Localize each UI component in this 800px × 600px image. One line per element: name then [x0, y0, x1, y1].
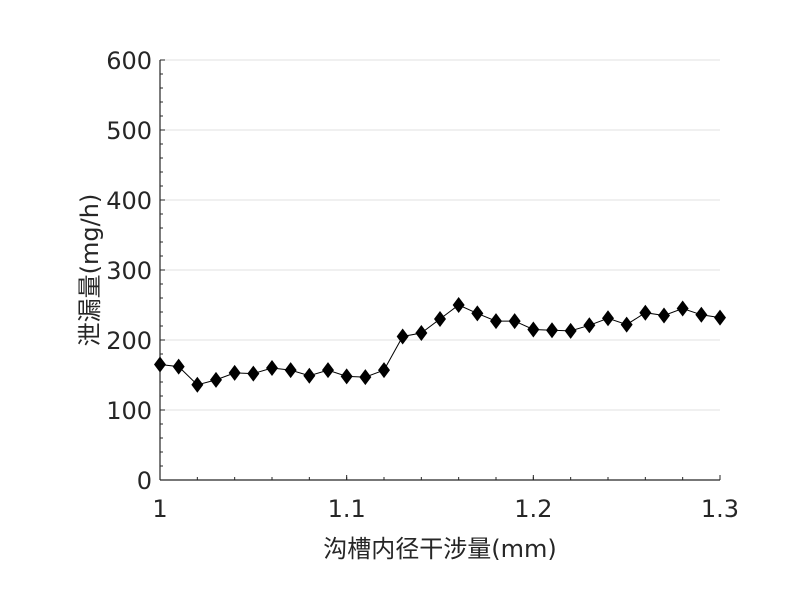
diamond-marker-icon [359, 369, 372, 386]
diamond-marker-icon [452, 297, 465, 313]
y-tick-label: 600 [106, 47, 152, 75]
diamond-marker-icon [714, 309, 726, 326]
diamond-marker-icon [639, 304, 652, 321]
y-tick-label: 100 [106, 397, 152, 425]
diamond-marker-icon [340, 368, 353, 385]
diamond-marker-icon [527, 321, 540, 338]
y-tick-label: 400 [106, 187, 152, 215]
gridlines [160, 59, 720, 411]
x-tick-label: 1.2 [514, 495, 552, 523]
diamond-marker-icon [191, 376, 204, 393]
diamond-marker-icon [415, 325, 428, 341]
diamond-marker-icon [303, 367, 316, 384]
diamond-marker-icon [658, 307, 670, 324]
diamond-marker-icon [508, 313, 521, 330]
diamond-marker-icon [322, 362, 334, 379]
y-axis-title: 泄漏量(mg/h) [76, 194, 104, 347]
diamond-marker-icon [266, 360, 278, 376]
diamond-marker-icon [172, 358, 185, 375]
diamond-marker-icon [695, 306, 708, 323]
diamond-marker-icon [583, 317, 596, 334]
diamond-marker-icon [378, 362, 390, 379]
diamond-marker-icon [564, 322, 577, 339]
diamond-marker-icon [676, 300, 689, 317]
tick-labels: 0 100 200 300 400 500 600 1 1.1 1.2 1.3 [106, 47, 739, 523]
diamond-marker-icon [602, 310, 614, 327]
diamond-marker-icon [154, 356, 166, 373]
diamond-marker-icon [247, 365, 260, 382]
data-series [154, 297, 726, 393]
diamond-marker-icon [396, 328, 409, 345]
y-tick-label: 300 [106, 257, 152, 285]
axes [159, 59, 721, 481]
y-tick-label: 200 [106, 327, 152, 355]
x-axis-title: 沟槽内径干涉量(mm) [323, 535, 556, 563]
diamond-marker-icon [228, 364, 241, 381]
y-tick-label: 0 [137, 467, 152, 495]
diamond-marker-icon [434, 311, 446, 327]
diamond-marker-icon [490, 313, 502, 330]
x-tick-label: 1.1 [328, 495, 366, 523]
x-tick-label: 1 [152, 495, 167, 523]
diamond-marker-icon [471, 305, 484, 322]
y-tick-label: 500 [106, 117, 152, 145]
diamond-marker-icon [620, 316, 633, 333]
diamond-marker-icon [546, 322, 558, 339]
diamond-marker-icon [284, 362, 297, 379]
x-tick-label: 1.3 [701, 495, 739, 523]
diamond-marker-icon [210, 371, 222, 388]
